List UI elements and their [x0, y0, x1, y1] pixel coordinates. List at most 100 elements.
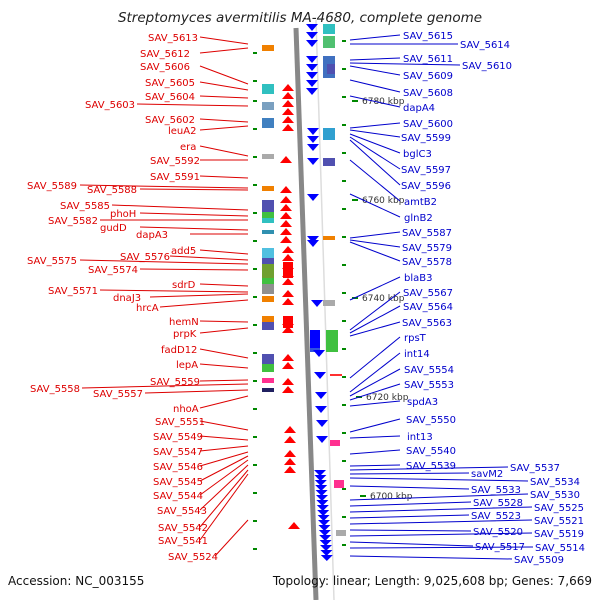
- feature-box-right: [330, 374, 342, 376]
- leader-line-right: [349, 231, 401, 239]
- leader-line-right: [349, 291, 401, 331]
- gene-arrow-reverse: [314, 480, 327, 486]
- leader-line-right: [349, 546, 534, 549]
- tick-right: [342, 460, 346, 462]
- feature-box-left: [262, 258, 274, 264]
- leader-line-left: [199, 47, 249, 54]
- topology-label: Topology: linear; Length: 9,025,608 bp; …: [272, 574, 592, 588]
- feature-box-left: [262, 364, 274, 372]
- gene-label-right: SAV_5537: [510, 463, 560, 474]
- gene-arrow-forward: [282, 298, 294, 305]
- tick-right: [342, 488, 346, 490]
- tick-left: [253, 492, 257, 494]
- feature-box-left: [262, 354, 274, 364]
- tick-right: [342, 152, 346, 154]
- feature-box-right: [330, 440, 340, 446]
- gene-label-right: SAV_5519: [534, 529, 584, 540]
- gene-label-right: SAV_5615: [403, 31, 453, 42]
- tick-left: [253, 212, 257, 214]
- leader-line-right: [349, 239, 401, 248]
- leader-line-left: [199, 435, 249, 441]
- leader-line-left: [199, 125, 249, 131]
- leader-line-right: [349, 352, 401, 393]
- accession-label: Accession: NC_003155: [8, 574, 145, 588]
- gene-label-right: SAV_5553: [404, 380, 454, 391]
- gene-arrow-forward: [284, 426, 296, 433]
- gene-arrow-forward: [284, 466, 296, 473]
- gene-arrow-forward: [280, 204, 292, 211]
- gene-label-left: SAV_5602: [145, 115, 195, 126]
- gene-label-left: add5: [171, 246, 196, 257]
- leader-line-left: [159, 299, 249, 308]
- leader-line-right: [349, 159, 401, 202]
- gene-label-right: spdA3: [407, 397, 438, 408]
- gene-label-left: SAV_5545: [153, 477, 203, 488]
- gene-arrow-forward: [282, 84, 294, 91]
- gene-arrow-forward: [282, 124, 294, 131]
- tick-right: [342, 236, 346, 238]
- gene-label-left: SAV_5524: [168, 552, 218, 563]
- leader-line-right: [349, 555, 513, 560]
- gene-label-left: SAV_5546: [153, 462, 203, 473]
- leader-line-right: [349, 501, 472, 507]
- gene-label-right: SAV_5563: [402, 318, 452, 329]
- gene-label-left: leuA2: [168, 126, 196, 137]
- gene-arrow-forward: [282, 100, 294, 107]
- gene-label-right: rpsT: [404, 333, 427, 344]
- gene-label-right: SAV_5600: [403, 119, 453, 130]
- feature-box-left: [262, 322, 274, 330]
- gene-arrow-reverse: [306, 80, 318, 87]
- gene-arrow-reverse: [319, 535, 332, 541]
- leader-line-right: [349, 532, 533, 537]
- kbp-label: 6740 kbp: [362, 294, 405, 304]
- tick-left: [253, 464, 257, 466]
- gene-arrow-forward: [282, 116, 294, 123]
- leader-line-left: [199, 118, 249, 123]
- gene-label-left: dnaJ3: [113, 293, 141, 304]
- leader-line-right: [349, 472, 470, 475]
- gene-label-left: SAV_5559: [150, 377, 200, 388]
- gene-label-right: SAV_5525: [534, 503, 584, 514]
- leader-line-right: [349, 493, 529, 501]
- tick-right: [342, 68, 346, 70]
- leader-line-left: [199, 348, 249, 359]
- feature-box-left: [262, 316, 274, 322]
- gene-label-left: SAV_5544: [153, 491, 203, 502]
- gene-label-left: SAV_5542: [158, 523, 208, 534]
- gene-arrow-forward: [280, 212, 292, 219]
- gene-arrow-forward: [282, 386, 294, 393]
- gene-arrow-forward: [282, 254, 294, 261]
- gene-arrow-forward: [282, 108, 294, 115]
- tick-left: [253, 80, 257, 82]
- gene-arrow-reverse: [317, 515, 330, 521]
- gene-arrow-reverse: [316, 420, 328, 427]
- gene-arrow-reverse: [306, 32, 318, 39]
- leader-line-left: [199, 249, 249, 255]
- leader-line-left: [199, 395, 249, 409]
- gene-label-right: SAV_5550: [406, 415, 456, 426]
- gene-label-right: SAV_5514: [535, 543, 585, 554]
- gene-label-left: SAV_5549: [153, 432, 203, 443]
- gene-label-left: SAV_5551: [155, 417, 205, 428]
- kbp-label: 6700 kbp: [370, 492, 413, 502]
- leader-line-right: [349, 449, 401, 455]
- leader-line-right: [349, 418, 401, 433]
- feature-box-left: [262, 102, 274, 110]
- gene-label-right: int14: [404, 349, 430, 360]
- leader-line-left: [199, 363, 249, 369]
- leader-line-left: [81, 383, 249, 389]
- gene-arrow-forward: [282, 326, 294, 333]
- gene-label-left: SAV_5603: [85, 100, 135, 111]
- tick-left: [253, 128, 257, 130]
- gene-label-right: SAV_5608: [403, 88, 453, 99]
- feature-box-left: [262, 230, 274, 234]
- leader-line-right: [349, 464, 401, 467]
- leader-line-left: [79, 184, 249, 189]
- gene-arrow-forward: [280, 196, 292, 203]
- leader-line-left: [199, 473, 249, 541]
- gene-label-right: SAV_5534: [530, 477, 580, 488]
- gene-label-left: fadD12: [161, 345, 197, 356]
- gene-arrow-reverse: [320, 550, 333, 556]
- leader-line-left: [199, 464, 249, 511]
- gene-label-right: SAV_5587: [402, 228, 452, 239]
